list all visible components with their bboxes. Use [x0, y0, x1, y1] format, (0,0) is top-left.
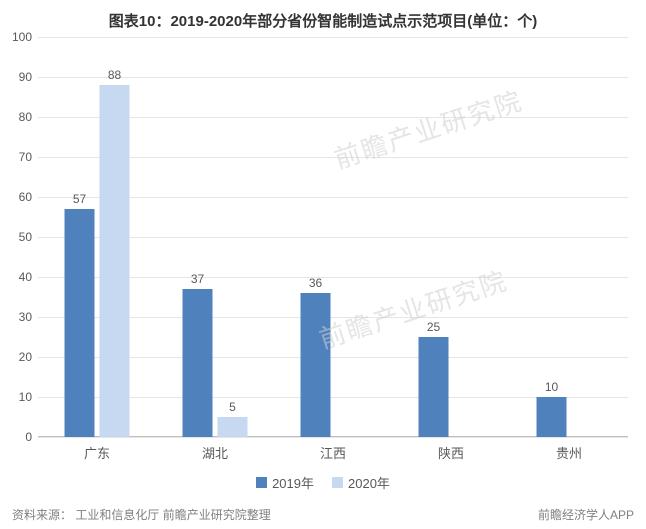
chart-plot-area: 0102030405060708090100广东5788湖北375江西36陕西2… — [38, 37, 628, 437]
bar-group: 5788 — [65, 37, 130, 437]
bar-value-label: 37 — [191, 272, 204, 289]
bar: 57 — [65, 209, 95, 437]
bar: 10 — [537, 397, 567, 437]
bar-group: 10 — [537, 37, 602, 437]
y-tick-label: 90 — [19, 70, 38, 84]
bar-group: 375 — [183, 37, 248, 437]
bar-value-label: 25 — [427, 320, 440, 337]
y-tick-label: 10 — [19, 390, 38, 404]
legend-item: 2019年 — [256, 473, 314, 492]
y-tick-label: 50 — [19, 230, 38, 244]
bar-group: 36 — [301, 37, 366, 437]
x-tick-label: 江西 — [320, 437, 346, 462]
chart-title: 图表10：2019-2020年部分省份智能制造试点示范项目(单位：个) — [0, 0, 646, 37]
legend: 2019年 2020年 — [0, 473, 646, 492]
source-text: 工业和信息化厅 前瞻产业研究院整理 — [75, 508, 270, 522]
app-credit: 前瞻经济学人APP — [538, 506, 634, 523]
bar: 88 — [100, 85, 130, 437]
y-tick-label: 100 — [12, 30, 38, 44]
x-tick-label: 湖北 — [202, 437, 228, 462]
y-tick-label: 20 — [19, 350, 38, 364]
legend-label: 2019年 — [272, 473, 314, 492]
legend-label: 2020年 — [348, 473, 390, 492]
x-tick-label: 陕西 — [438, 437, 464, 462]
legend-item: 2020年 — [332, 473, 390, 492]
bar-value-label: 36 — [309, 276, 322, 293]
bar-value-label: 57 — [73, 192, 86, 209]
footer: 资料来源： 工业和信息化厅 前瞻产业研究院整理 前瞻经济学人APP — [12, 506, 634, 523]
y-tick-label: 70 — [19, 150, 38, 164]
y-tick-label: 30 — [19, 310, 38, 324]
y-tick-label: 40 — [19, 270, 38, 284]
y-tick-label: 60 — [19, 190, 38, 204]
bar: 37 — [183, 289, 213, 437]
bar-value-label: 10 — [545, 380, 558, 397]
source-label: 资料来源： — [12, 508, 72, 522]
y-tick-label: 80 — [19, 110, 38, 124]
x-tick-label: 广东 — [84, 437, 110, 462]
bar-value-label: 5 — [229, 400, 236, 417]
bar: 25 — [419, 337, 449, 437]
bar-group: 25 — [419, 37, 484, 437]
x-tick-label: 贵州 — [556, 437, 582, 462]
y-tick-label: 0 — [25, 430, 38, 444]
plot: 0102030405060708090100广东5788湖北375江西36陕西2… — [38, 37, 628, 437]
bar: 5 — [218, 417, 248, 437]
bar-value-label: 88 — [108, 68, 121, 85]
legend-swatch — [332, 477, 343, 488]
bar: 36 — [301, 293, 331, 437]
source: 资料来源： 工业和信息化厅 前瞻产业研究院整理 — [12, 506, 271, 523]
legend-swatch — [256, 477, 267, 488]
